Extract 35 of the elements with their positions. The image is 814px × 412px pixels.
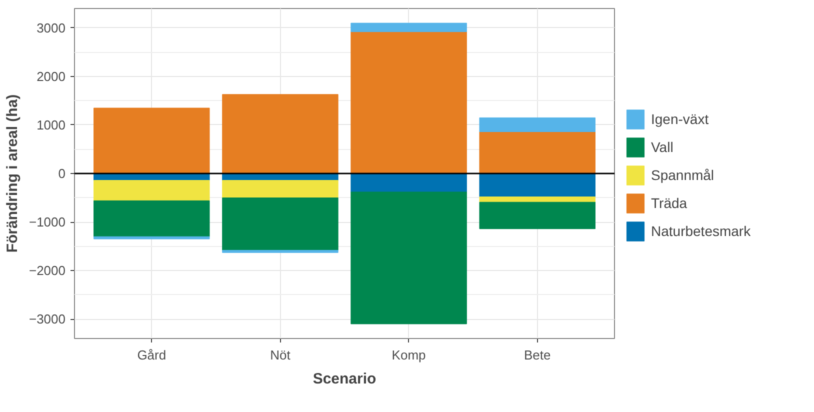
bar — [350, 22, 467, 32]
x-tick-label: Komp — [392, 348, 426, 362]
bar — [350, 32, 467, 174]
bar — [479, 202, 596, 230]
x-tick-label: Nöt — [270, 348, 291, 362]
x-axis-title: Scenario — [312, 370, 376, 388]
bar — [94, 108, 210, 174]
y-tick-label: −2000 — [28, 263, 66, 278]
bar — [222, 250, 338, 253]
legend-label: Spannmål — [651, 167, 714, 183]
bar — [479, 196, 596, 202]
bar — [222, 180, 338, 198]
y-tick-label: −1000 — [28, 214, 66, 230]
y-tick-label: −3000 — [28, 312, 66, 327]
bar — [94, 200, 210, 237]
bar — [222, 198, 338, 250]
y-tick-label: 2000 — [36, 68, 66, 84]
bar — [350, 192, 467, 324]
legend-label: Naturbetesmark — [651, 223, 751, 239]
bar — [479, 132, 596, 174]
y-tick-label: 0 — [58, 166, 66, 181]
legend-label: Träda — [651, 195, 688, 211]
y-tick-label: 1000 — [36, 117, 66, 132]
bar — [94, 180, 210, 201]
x-tick-label: Bete — [524, 348, 551, 362]
bar — [94, 236, 210, 240]
y-axis-title: Förändring i areal (ha) — [4, 94, 21, 253]
legend-label: Igen-växt — [651, 111, 709, 127]
y-tick-label: 3000 — [36, 20, 66, 36]
bar — [222, 94, 338, 174]
bar — [479, 173, 596, 198]
x-tick-label: Gård — [137, 348, 166, 362]
bar — [350, 173, 467, 192]
legend-label: Vall — [651, 139, 674, 155]
bar — [479, 117, 596, 132]
